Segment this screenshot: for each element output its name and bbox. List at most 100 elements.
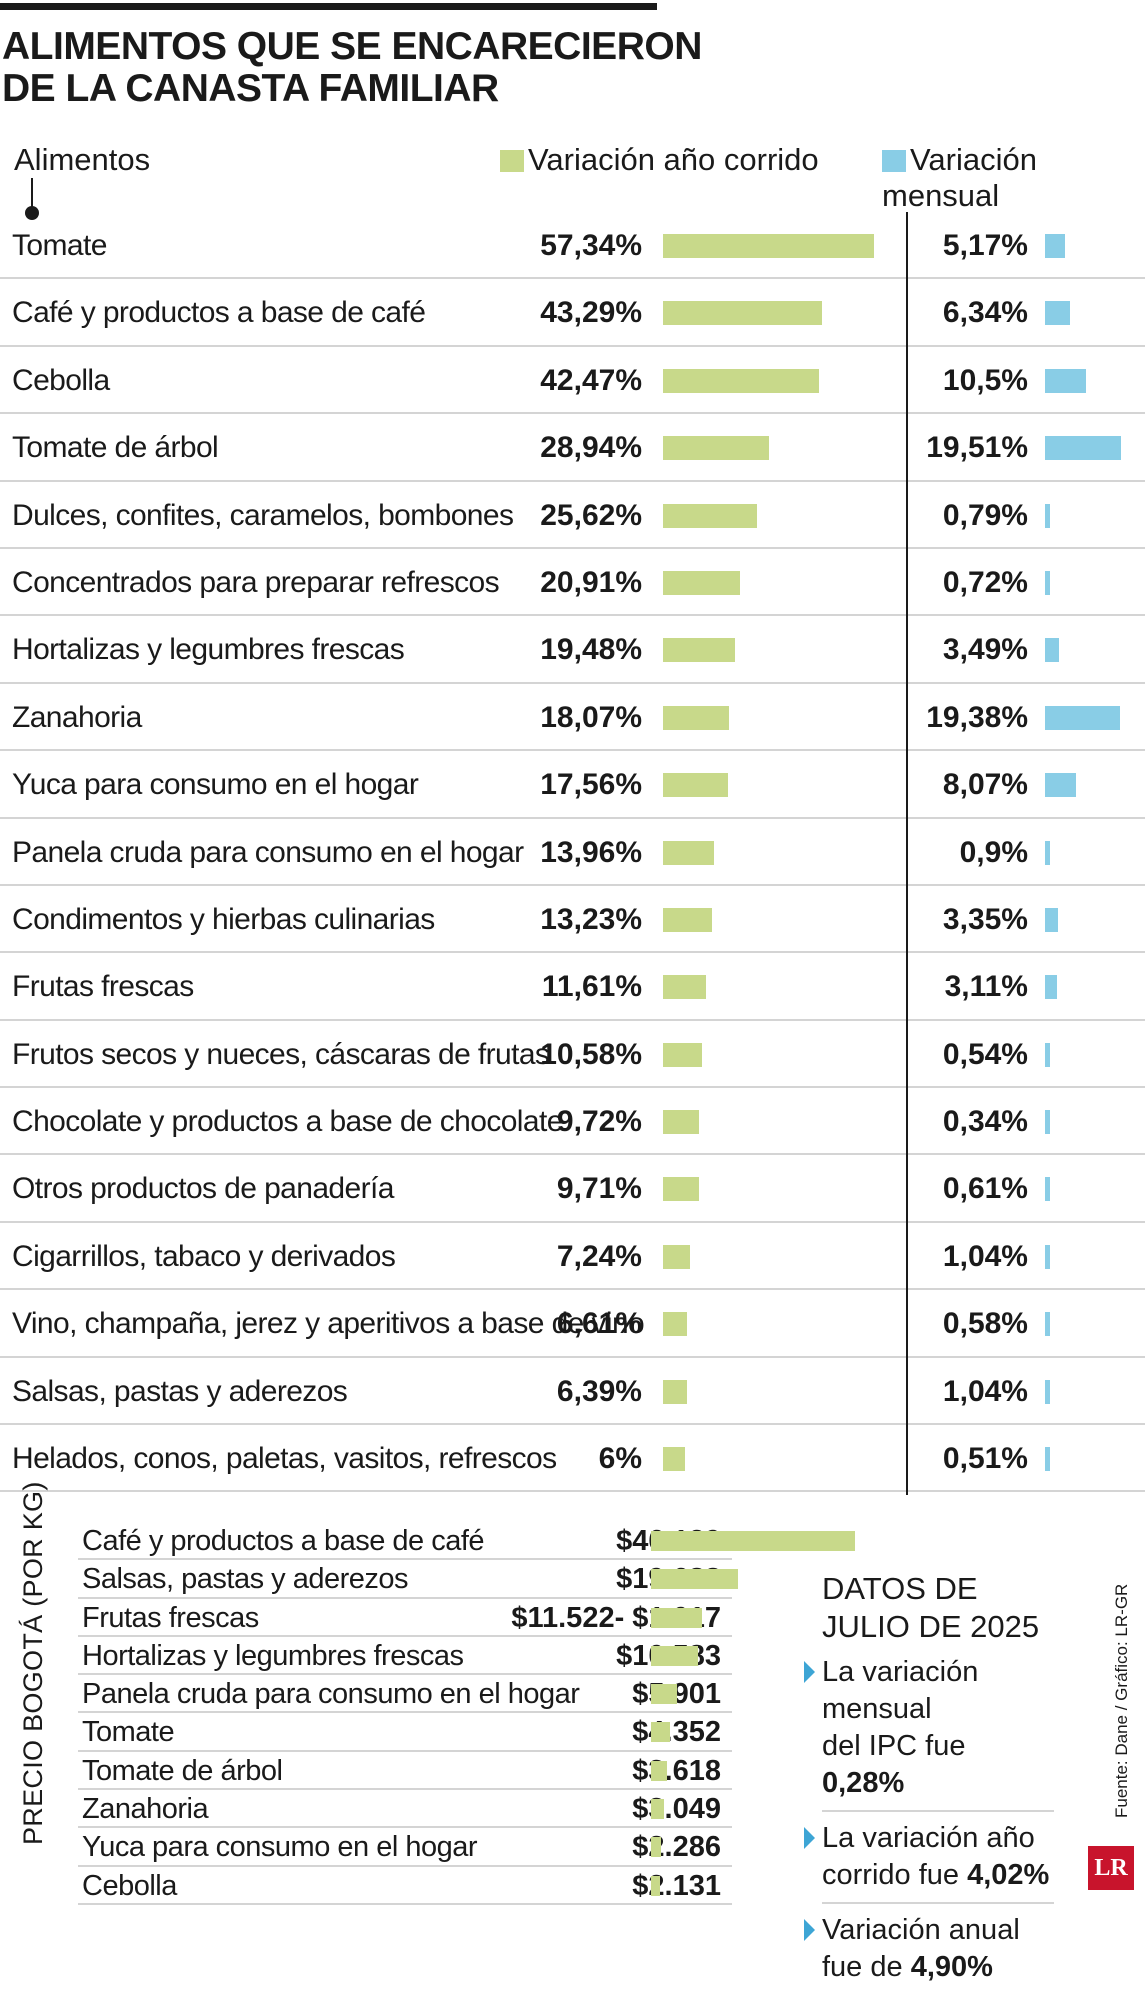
price-row: Panela cruda para consumo en el hogar$5.… <box>78 1675 732 1714</box>
header-pointer-stem <box>31 178 33 212</box>
fact-text: fue de <box>822 1951 911 1983</box>
ytd-value-label: 9,71% <box>556 1172 642 1206</box>
ytd-value-label: 9,72% <box>556 1105 642 1139</box>
price-row-divider <box>78 1673 732 1676</box>
price-value-label: $2.286 <box>632 1831 721 1864</box>
food-name: Zanahoria <box>12 700 142 734</box>
table-row: Concentrados para preparar refrescos 20,9… <box>0 549 1145 617</box>
legend-swatch-monthly <box>882 150 906 172</box>
price-food-name: Tomate <box>82 1716 175 1749</box>
ytd-bar <box>663 368 820 393</box>
ytd-value-label: 28,94% <box>540 431 642 465</box>
ytd-bar <box>663 503 758 528</box>
table-row: Salsas, pastas y aderezos 6,39% 1,04% <box>0 1358 1145 1426</box>
table-row: Otros productos de panadería 9,71% 0,61% <box>0 1155 1145 1223</box>
row-divider <box>0 816 1145 819</box>
ytd-value-label: 6,39% <box>556 1374 642 1408</box>
monthly-bar <box>1045 1379 1050 1404</box>
price-value-label: $3.049 <box>632 1793 721 1826</box>
fact-item: Variación anual fue de 4,90% <box>804 1904 1054 1994</box>
row-divider <box>0 1288 1145 1291</box>
fact-line-2: del IPC fue 0,28% <box>822 1728 1054 1802</box>
row-divider <box>0 1153 1145 1156</box>
monthly-bar <box>1045 1447 1050 1472</box>
bogota-price-table: Café y productos a base de café$46.129Sa… <box>78 1522 855 1905</box>
food-name: Yuca para consumo en el hogar <box>12 768 419 802</box>
table-row: Helados, conos, paletas, vasitos, refres… <box>0 1425 1145 1493</box>
fact-text: corrido fue <box>822 1859 968 1891</box>
fact-line-2: fue de 4,90% <box>822 1949 1054 1986</box>
ytd-bar <box>663 1110 699 1135</box>
monthly-bar <box>1045 1177 1050 1202</box>
price-food-name: Cebolla <box>82 1869 177 1902</box>
monthly-value-label: 0,58% <box>942 1307 1028 1341</box>
ytd-bar <box>663 773 728 798</box>
price-row-divider <box>78 1634 732 1637</box>
table-row: Panela cruda para consumo en el hogar 13,… <box>0 819 1145 886</box>
food-name: Café y productos a base de café <box>12 296 426 330</box>
table-row: Tomate 57,34% 5,17% <box>0 212 1145 280</box>
price-bar <box>651 1531 855 1551</box>
price-row-divider <box>78 1749 732 1752</box>
price-food-name: Panela cruda para consumo en el hogar <box>82 1678 580 1711</box>
header-pointer-dot <box>25 206 39 220</box>
column-header-foods: Alimentos <box>14 142 151 177</box>
price-row: Yuca para consumo en el hogar $2.286 <box>78 1828 732 1867</box>
price-food-name: Zanahoria <box>82 1793 209 1826</box>
facts-title: DATOS DE JULIO DE 2025 <box>822 1570 1054 1646</box>
ytd-value-label: 25,62% <box>540 498 642 532</box>
monthly-value-label: 3,11% <box>944 970 1028 1004</box>
ytd-value-label: 57,34% <box>540 229 642 262</box>
table-row: Café y productos a base de café 43,29% 6,3… <box>0 279 1145 347</box>
ytd-bar <box>663 840 715 865</box>
legend-swatch-ytd <box>500 150 524 172</box>
facts-box: DATOS DE JULIO DE 2025 La variación mens… <box>804 1570 1054 1994</box>
monthly-value-label: 19,38% <box>926 700 1028 734</box>
monthly-bar <box>1045 773 1077 798</box>
price-value-label: $3.618 <box>632 1754 721 1787</box>
legend-monthly: Variación mensual <box>882 142 1145 214</box>
food-name: Salsas, pastas y aderezos <box>12 1374 348 1408</box>
ytd-bar <box>663 301 823 326</box>
monthly-value-label: 8,07% <box>942 768 1028 802</box>
ytd-value-label: 13,96% <box>540 835 642 869</box>
table-row: Zanahoria 18,07% 19,38% <box>0 684 1145 752</box>
ytd-value-label: 11,61% <box>541 970 642 1004</box>
fact-line-1: La variación año <box>822 1822 1035 1854</box>
food-name: Panela cruda para consumo en el hogar <box>12 835 524 869</box>
price-bar <box>651 1722 671 1743</box>
ytd-bar <box>663 436 770 461</box>
row-divider <box>0 1423 1145 1426</box>
price-bar <box>651 1760 667 1781</box>
monthly-bar <box>1045 570 1050 595</box>
monthly-bar <box>1045 638 1059 663</box>
price-row: Café y productos a base de café$46.129 <box>78 1522 855 1561</box>
ytd-value-label: 6,61% <box>556 1307 642 1341</box>
ytd-bar <box>663 638 735 663</box>
fact-item: La variación año corrido fue 4,02% <box>804 1812 1054 1904</box>
price-row-divider <box>78 1902 732 1905</box>
table-row: Vino, champaña, jerez y aperitivos a bas… <box>0 1290 1145 1358</box>
legend-label-monthly: Variación mensual <box>882 142 1037 213</box>
table-row: Yuca para consumo en el hogar 17,56% 8,07% <box>0 751 1145 819</box>
ytd-bar <box>663 234 874 258</box>
monthly-value-label: 0,34% <box>942 1105 1028 1139</box>
facts-title-line-1: DATOS DE <box>822 1571 978 1606</box>
price-row-divider <box>78 1711 732 1714</box>
row-divider <box>0 951 1145 954</box>
price-bar <box>651 1875 661 1896</box>
food-name: Condimentos y hierbas culinarias <box>12 902 435 936</box>
row-divider <box>0 749 1145 752</box>
monthly-value-label: 6,34% <box>942 296 1028 330</box>
table-row: Frutas frescas 11,61% 3,11% <box>0 953 1145 1021</box>
fact-text: del IPC fue <box>822 1730 966 1762</box>
monthly-bar <box>1045 436 1121 461</box>
row-divider <box>0 883 1145 886</box>
row-divider <box>0 277 1145 280</box>
monthly-value-label: 1,04% <box>942 1374 1028 1408</box>
price-bar <box>651 1569 739 1590</box>
food-name: Helados, conos, paletas, vasitos, refres… <box>12 1442 557 1476</box>
table-row: Cebolla 42,47% 10,5% <box>0 347 1145 415</box>
price-row: Tomate de árbol $3.618 <box>78 1752 732 1791</box>
fact-line-1: La variación mensual <box>822 1656 979 1725</box>
